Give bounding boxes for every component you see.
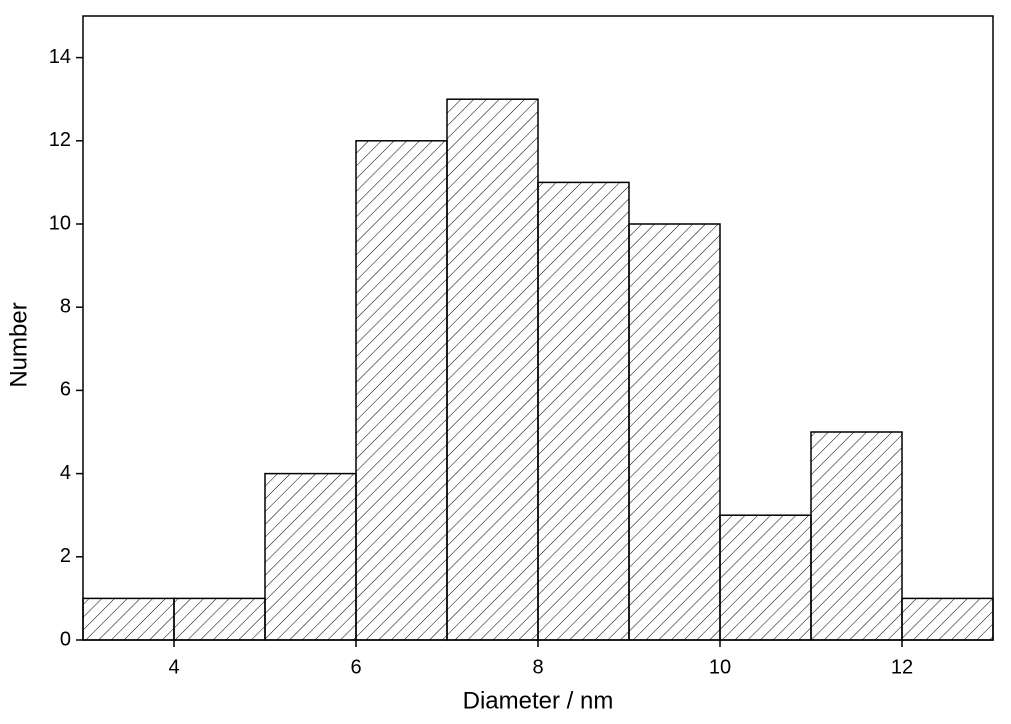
y-tick-label: 6 — [60, 379, 71, 401]
bar — [719, 514, 812, 641]
x-tick-label: 4 — [168, 656, 179, 678]
x-tick-label: 6 — [350, 656, 361, 678]
bar — [173, 597, 266, 641]
y-tick-label: 4 — [60, 462, 71, 484]
x-axis-title: Diameter / nm — [463, 687, 614, 714]
bar — [537, 181, 630, 641]
y-tick-label: 14 — [49, 46, 71, 68]
x-tick-label: 10 — [709, 656, 731, 678]
bar — [264, 472, 357, 641]
bar — [901, 597, 994, 641]
bar — [628, 223, 721, 641]
bar — [355, 140, 448, 641]
y-tick-label: 12 — [49, 129, 71, 151]
bar — [446, 98, 539, 641]
x-tick-label: 8 — [532, 656, 543, 678]
x-tick-label: 12 — [891, 656, 913, 678]
bar — [810, 431, 903, 641]
y-tick-label: 8 — [60, 295, 71, 317]
y-tick-label: 2 — [60, 545, 71, 567]
bar — [82, 597, 175, 641]
y-tick-label: 0 — [60, 628, 71, 650]
y-tick-label: 10 — [49, 212, 71, 234]
y-axis-title: Number — [5, 302, 32, 387]
